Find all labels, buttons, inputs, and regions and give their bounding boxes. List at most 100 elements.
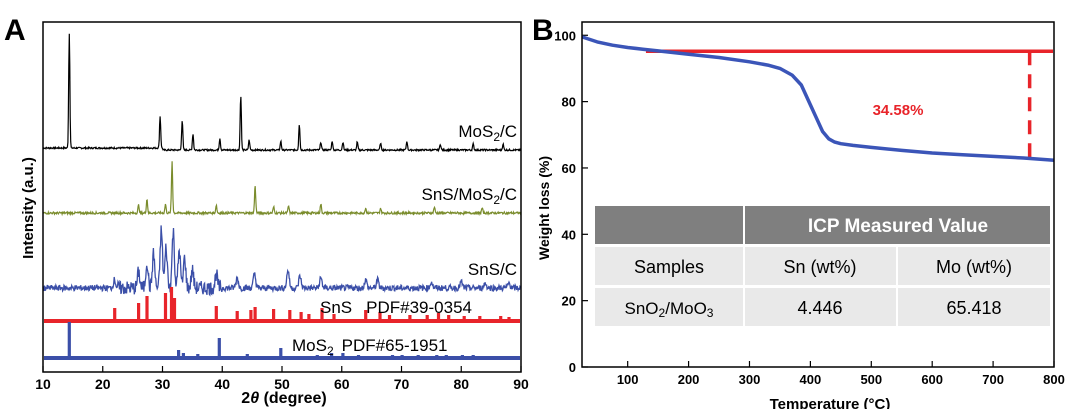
series-label-subscript: 2 [493, 193, 500, 207]
x-tick-label: 200 [678, 372, 700, 387]
x-tick-label: 40 [214, 376, 230, 392]
tga-panel: B Weight loss (%) Temperature (°C) 100 20… [530, 0, 1069, 413]
x-axis-label-theta: θ [250, 390, 259, 407]
reference-line [332, 314, 336, 321]
sample-name: SnO2/MoO3 [625, 299, 714, 320]
table-header: ICP Measured Value [808, 216, 988, 237]
reference-line [315, 355, 319, 358]
reference-line [390, 355, 395, 358]
x-tick-label: 10 [35, 376, 51, 392]
sample-name-subscript: 3 [707, 306, 714, 320]
reference-line [425, 315, 429, 321]
sample-name-subscript: 2 [659, 306, 666, 320]
reference-line [288, 310, 292, 321]
y-axis-label: Weight loss (%) [536, 156, 552, 260]
table-cell [595, 288, 743, 326]
reference-line [416, 355, 420, 358]
y-tick-label: 40 [562, 227, 576, 242]
x-tick-label: 50 [274, 376, 290, 392]
reference-line [245, 354, 249, 358]
reference-line [253, 307, 257, 321]
reference-line [279, 348, 283, 358]
xrd-chart: A Intensity (a.u.) 2θ (degree) 10 20 30 40 5… [4, 14, 529, 407]
reference-line [67, 322, 71, 358]
reference-label-part: SnS [320, 298, 352, 317]
tga-curve [581, 35, 1055, 163]
reference-line [444, 355, 448, 358]
series-label-part: SnS/MoS [422, 185, 494, 204]
series-label-part: /C [500, 185, 517, 204]
series-label-part: SnS/C [468, 260, 517, 279]
reference-baseline [44, 319, 520, 323]
series-label-part: /C [500, 122, 517, 141]
reference-line [387, 315, 392, 321]
reference-line [137, 303, 141, 321]
plot-frame-b [581, 21, 1055, 368]
reference-line [217, 338, 221, 358]
reference-line [235, 311, 239, 321]
x-tick-label: 700 [982, 372, 1004, 387]
reference-line [181, 353, 185, 358]
reference-line [471, 355, 475, 358]
reference-line [356, 355, 361, 358]
reference-line [249, 310, 253, 321]
tga-chart: B Weight loss (%) Temperature (°C) 100 20… [532, 14, 1065, 413]
reference-line [462, 316, 466, 321]
reference-line [378, 312, 382, 321]
table-header-blank [595, 206, 743, 244]
x-tick-label: 60 [334, 376, 350, 392]
series-label: MoS2/C [458, 122, 517, 144]
x-axis-label-prefix: 2 [241, 390, 250, 407]
table-cell [745, 288, 896, 326]
series-line [42, 161, 522, 217]
x-tick-label: 600 [921, 372, 943, 387]
reference-line [400, 355, 404, 358]
reference-line [145, 296, 149, 321]
reference-line [408, 315, 412, 321]
plot-frame-a [42, 21, 522, 373]
mo-value: 65.418 [946, 298, 1001, 318]
reference-line [214, 306, 218, 321]
y-axis-label: Intensity (a.u.) [20, 157, 37, 259]
series-label: SnS/C [468, 260, 517, 279]
x-axis-label: Temperature (°C) [770, 396, 891, 409]
reference-line [435, 355, 439, 358]
reference-line [163, 293, 168, 321]
xrd-panel: A Intensity (a.u.) 2θ (degree) 10 20 30 40 5… [0, 0, 530, 409]
column-header-sn: Sn (wt%) [783, 257, 856, 277]
y-tick-label: 80 [562, 95, 576, 110]
table-header-cell [745, 206, 1050, 244]
reference-line [172, 298, 177, 321]
reference-line [364, 310, 368, 321]
reference-label-pdf: PDF#39-0354 [366, 298, 472, 317]
reference-line [113, 308, 117, 321]
reference-line [177, 350, 181, 358]
reference-line [330, 353, 334, 358]
reference-line [478, 316, 482, 321]
reference-line [341, 353, 345, 358]
panel-label-a: A [4, 14, 26, 47]
reference-line [169, 287, 174, 321]
table-cell [595, 247, 743, 285]
series-label-subscript: 2 [493, 130, 500, 144]
reference-line [447, 315, 451, 321]
series-line [42, 225, 522, 297]
column-header-mo: Mo (wt%) [936, 257, 1012, 277]
series-label: SnS/MoS2/C [422, 185, 518, 207]
x-tick-label: 20 [95, 376, 111, 392]
x-tick-label: 400 [800, 372, 822, 387]
sn-value: 4.446 [797, 298, 842, 318]
x-tick-label: 500 [860, 372, 882, 387]
x-axis-label: 2θ (degree) [241, 390, 326, 407]
sample-name-part: /MoO [665, 299, 707, 318]
y-tick-label: 0 [569, 360, 576, 375]
icp-table: ICP Measured Value Samples Sn (wt%) Mo (… [595, 206, 1050, 326]
x-tick-label: 80 [453, 376, 469, 392]
y-tick-label: 60 [562, 161, 576, 176]
series-line [42, 33, 522, 153]
reference-label-subscript: 2 [327, 344, 334, 358]
sample-name-part: SnO [625, 299, 659, 318]
reference-label: SnS PDF#39-0354 [320, 298, 472, 317]
table-cell [745, 247, 896, 285]
series-label-part: MoS [458, 122, 493, 141]
